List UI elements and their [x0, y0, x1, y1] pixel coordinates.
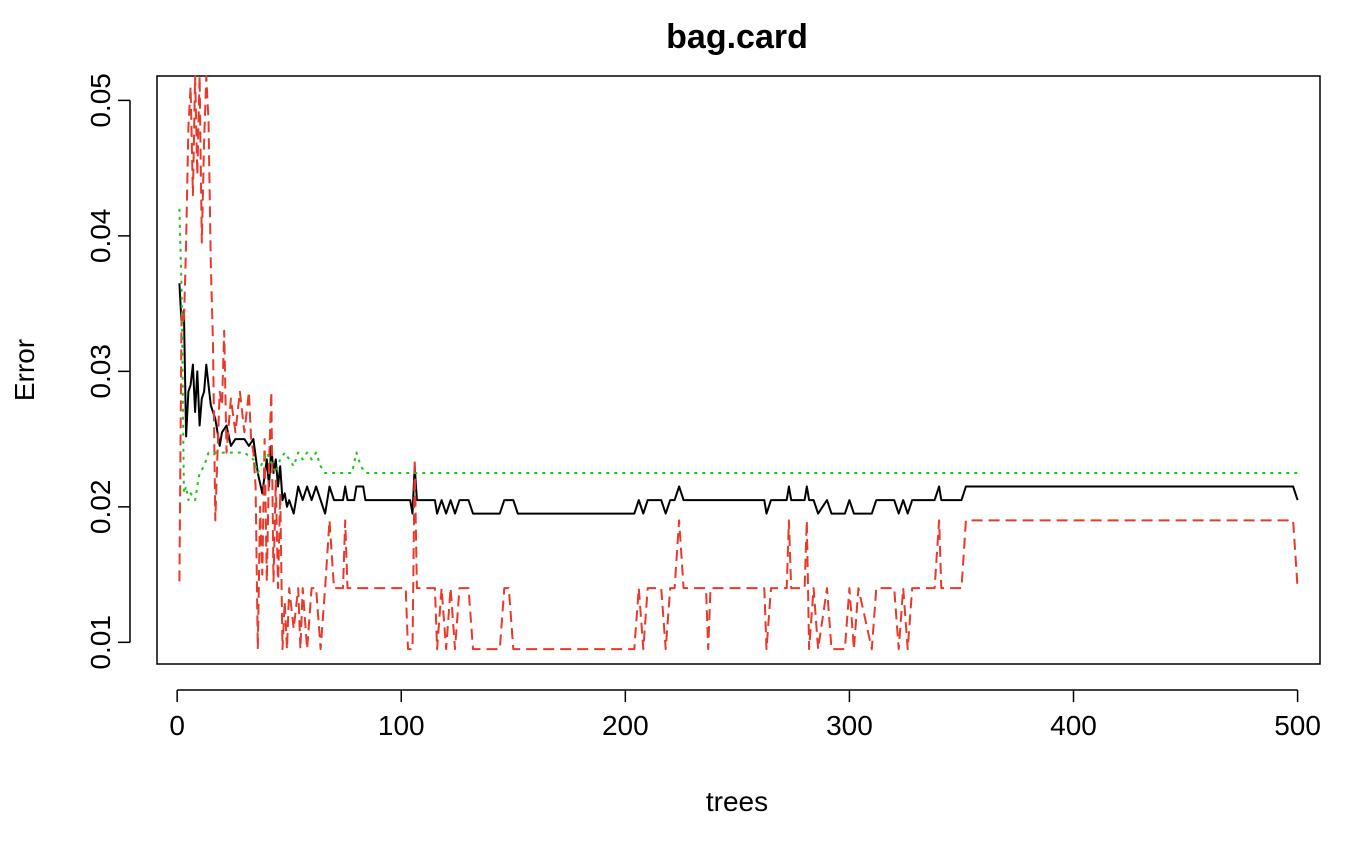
y-tick-label: 0.03: [85, 344, 116, 399]
y-axis-label: Error: [9, 339, 40, 401]
x-tick-label: 300: [826, 710, 873, 741]
y-tick-label: 0.01: [85, 615, 116, 670]
series-line-class-1: [178, 75, 1299, 651]
x-tick-label: 200: [602, 710, 649, 741]
chart-title: bag.card: [666, 18, 808, 56]
series-line-oob: [178, 283, 1299, 515]
y-tick-label: 0.02: [85, 480, 116, 535]
x-tick-label: 400: [1050, 710, 1097, 741]
y-tick-label: 0.05: [85, 73, 116, 128]
x-tick-label: 500: [1274, 710, 1321, 741]
series-layer: [178, 75, 1299, 651]
x-tick-label: 0: [169, 710, 185, 741]
x-tick-label: 100: [378, 710, 425, 741]
x-axis: 0 100 200 300 400 500: [169, 689, 1321, 741]
plot-frame: [156, 75, 1321, 665]
y-axis: 0.01 0.02 0.03 0.04 0.05: [85, 73, 131, 670]
x-axis-label: trees: [706, 786, 768, 817]
series-line-class-0: [178, 208, 1298, 502]
y-tick-label: 0.04: [85, 209, 116, 264]
